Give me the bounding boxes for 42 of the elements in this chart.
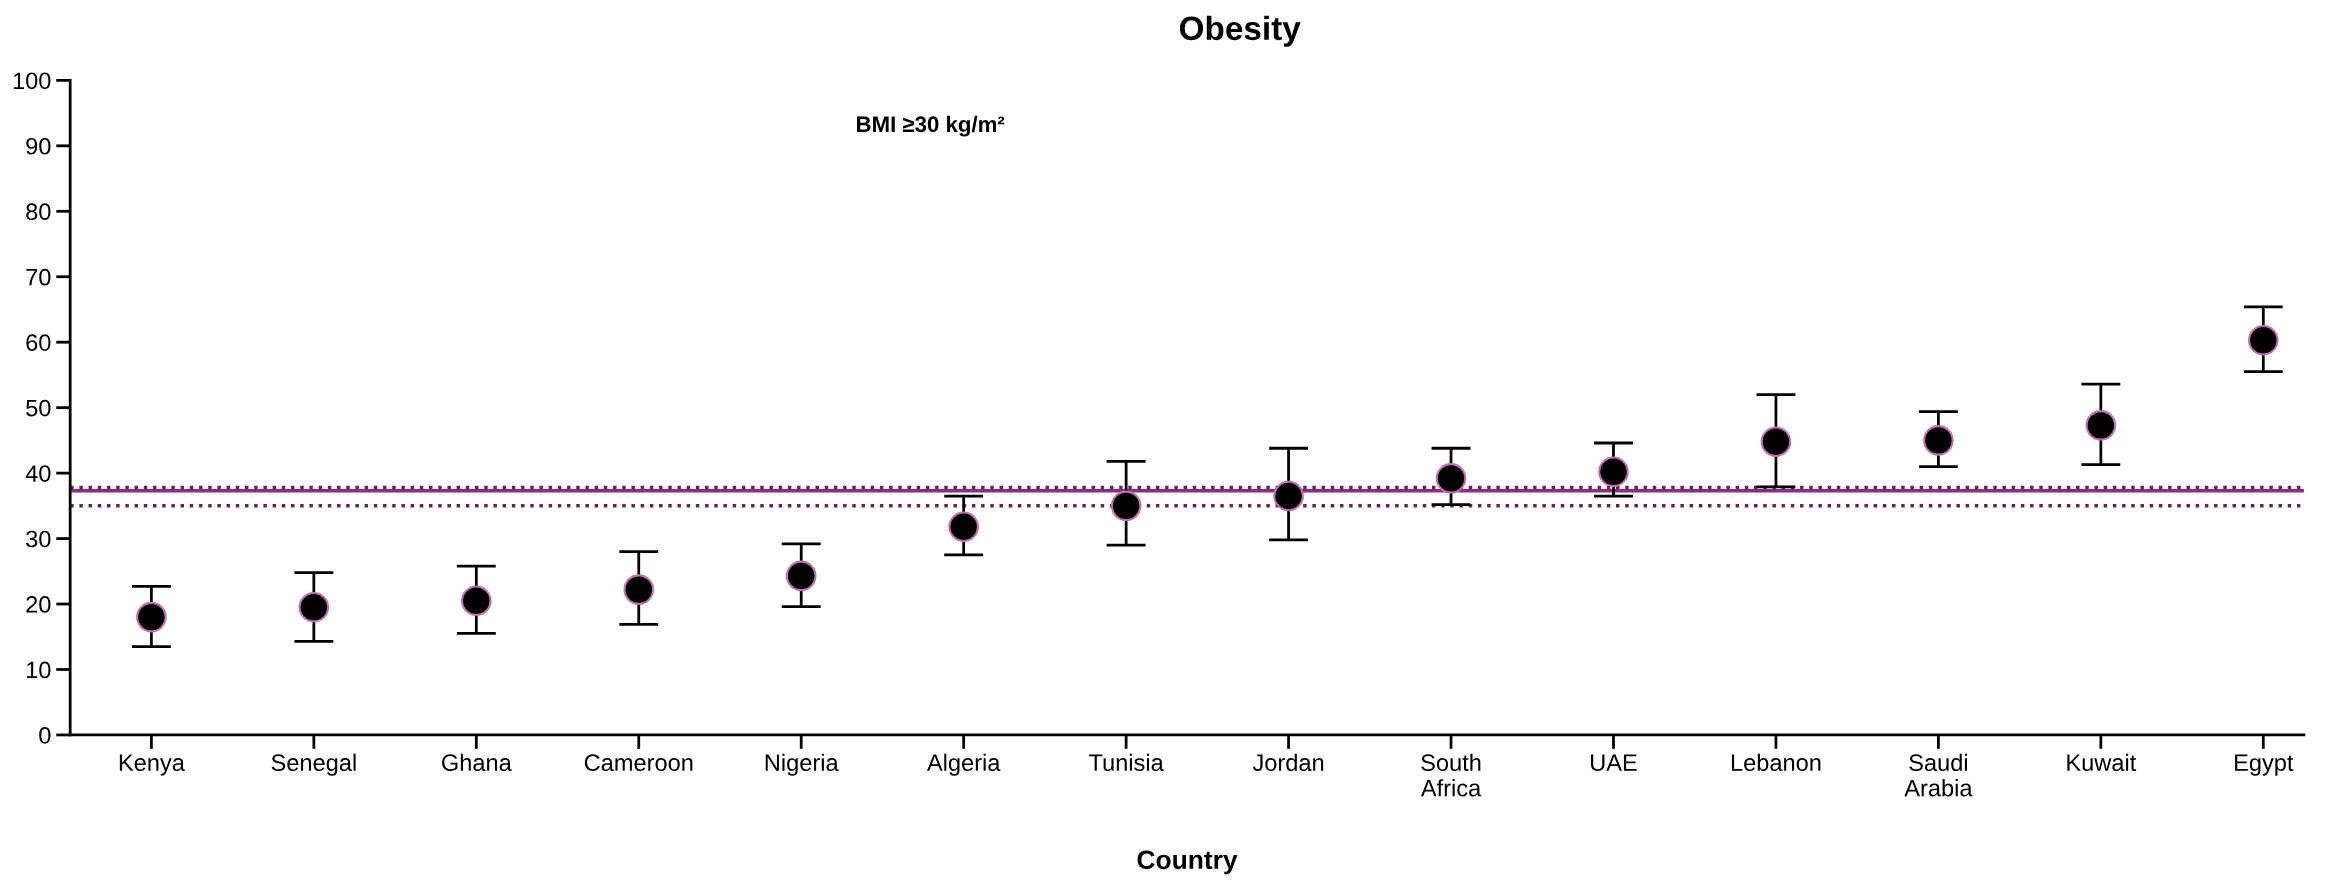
- x-tick-label: Kuwait: [2067, 753, 2137, 772]
- x-tick-label: South Africa: [1420, 753, 1482, 797]
- point: [1110, 490, 1142, 522]
- point: [1435, 463, 1467, 494]
- x-tick-label: Cameroon: [584, 754, 693, 772]
- y-tick-label: 0: [39, 727, 51, 744]
- y-tick-label: 50: [26, 399, 51, 417]
- x-tick-label: Kenya: [119, 754, 185, 776]
- y-tick-label: 40: [25, 465, 51, 482]
- x-tick-label: UAE: [1591, 754, 1637, 772]
- x-tick-label: Algeria: [926, 753, 1001, 776]
- x-tick-label: Jordan: [1252, 753, 1324, 772]
- x-axis-title: Country: [1137, 850, 1238, 875]
- y-tick-label: 70: [26, 268, 51, 286]
- point: [785, 560, 817, 592]
- x-tick-label: Tunisia: [1089, 753, 1164, 772]
- chart-title: Obesity: [1179, 15, 1301, 47]
- x-tick-label: Lebanon: [1731, 753, 1821, 772]
- y-tick-label: 100: [13, 72, 51, 90]
- annotation: BMI ≥30 kg/m²: [857, 115, 1005, 137]
- x-tick-label: Ghana: [442, 753, 512, 772]
- point: [623, 574, 655, 605]
- point: [136, 601, 167, 633]
- y-tick-label: 10: [26, 661, 51, 679]
- y-tick-label: 90: [26, 137, 51, 155]
- point: [2085, 410, 2117, 441]
- x-tick-label: Senegal: [271, 753, 356, 776]
- point: [1598, 456, 1629, 488]
- y-tick-label: 30: [26, 530, 51, 548]
- x-tick-label: Nigeria: [765, 753, 839, 776]
- point: [1760, 426, 1792, 457]
- y-tick-label: 20: [26, 596, 51, 613]
- point: [948, 511, 979, 543]
- point: [2248, 324, 2279, 356]
- x-tick-label: Egypt: [2235, 754, 2294, 776]
- point: [298, 592, 330, 623]
- x-tick-label: Saudi Arabia: [1904, 753, 1973, 797]
- point: [1273, 480, 1304, 512]
- y-tick-label: 80: [26, 203, 51, 221]
- y-tick-label: 60: [26, 334, 51, 351]
- point: [1923, 425, 1954, 456]
- point: [461, 585, 492, 617]
